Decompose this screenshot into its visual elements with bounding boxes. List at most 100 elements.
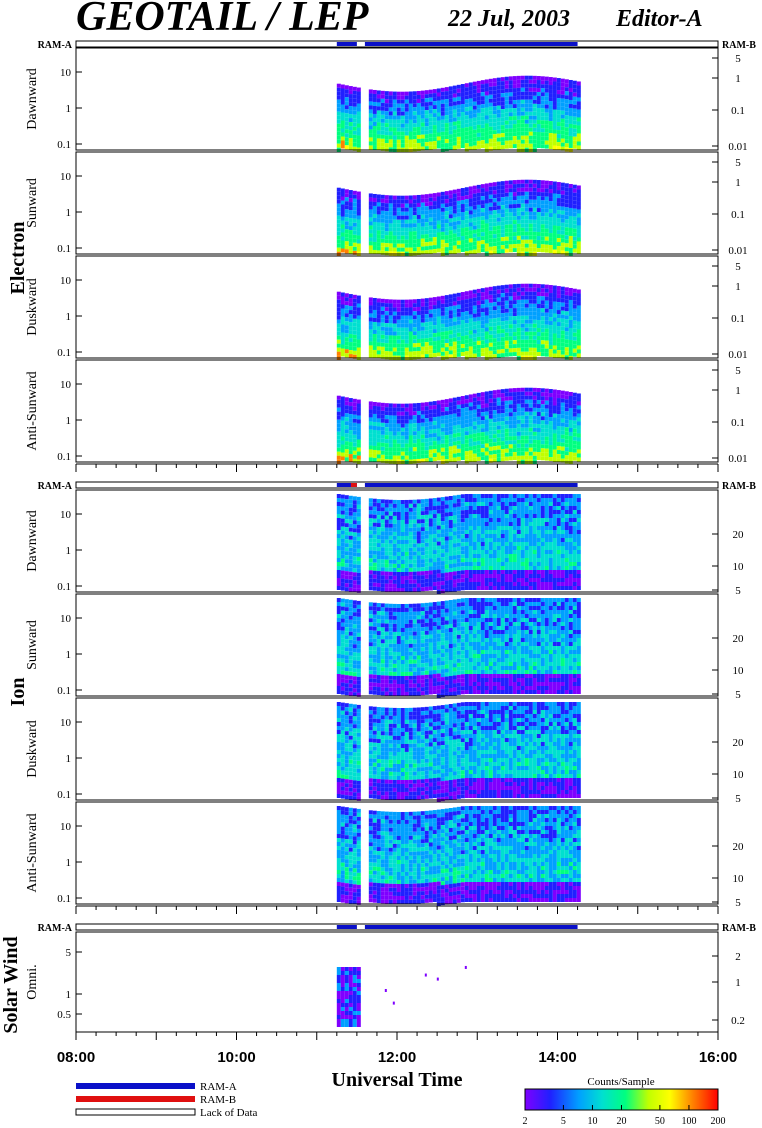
heatmap-cell [396, 439, 401, 444]
heatmap-cell [528, 195, 533, 200]
heatmap-cell [520, 419, 525, 424]
heatmap-cell [348, 326, 353, 331]
heatmap-cell [500, 309, 505, 314]
heatmap-cell [396, 203, 401, 208]
heatmap-cell [440, 521, 445, 526]
heatmap-cell [540, 300, 545, 305]
heatmap-cell [416, 575, 421, 580]
heatmap-cell [472, 213, 477, 218]
heatmap-cell [404, 111, 409, 116]
heatmap-cell [384, 239, 389, 244]
heatmap-cell [488, 186, 493, 191]
heatmap-cell [368, 125, 373, 130]
heatmap-cell [424, 506, 429, 511]
heatmap-cell [440, 589, 445, 594]
heatmap-cell [404, 207, 409, 212]
heatmap-cell [384, 99, 389, 104]
heatmap-cell [504, 300, 509, 305]
heatmap-cell [520, 315, 525, 320]
heatmap-cell [408, 215, 413, 220]
heatmap-cell [428, 297, 433, 302]
heatmap-cell [524, 299, 529, 304]
heatmap-cell [464, 223, 469, 228]
heatmap-cell [532, 111, 537, 116]
heatmap-cell [472, 437, 477, 442]
heatmap-cell [576, 217, 581, 222]
heatmap-cell [348, 422, 353, 427]
heatmap-cell [340, 538, 345, 543]
heatmap-cell [384, 311, 389, 316]
heatmap-cell [512, 352, 517, 357]
heatmap-cell [424, 534, 429, 539]
heatmap-cell [572, 400, 577, 405]
heatmap-cell [476, 136, 481, 141]
heatmap-cell [356, 103, 361, 108]
heatmap-cell [492, 550, 497, 554]
heatmap-cell [484, 91, 489, 96]
heatmap-cell [520, 79, 525, 84]
heatmap-cell [532, 443, 537, 448]
heatmap-cell [552, 341, 557, 346]
heatmap-cell [492, 390, 497, 395]
heatmap-cell [372, 457, 377, 462]
heatmap-cell [432, 333, 437, 338]
heatmap-cell [432, 109, 437, 114]
heatmap-cell [356, 191, 361, 196]
heatmap-cell [560, 422, 565, 427]
heatmap-cell [368, 530, 373, 535]
heatmap-cell [368, 305, 373, 310]
heatmap-cell [408, 431, 413, 436]
heatmap-cell [352, 528, 357, 533]
heatmap-cell [504, 340, 509, 345]
heatmap-cell [372, 502, 377, 507]
heatmap-cell [536, 452, 541, 457]
heatmap-cell [468, 330, 473, 335]
heatmap-cell [512, 188, 517, 193]
heatmap-cell [444, 516, 449, 521]
heatmap-cell [500, 125, 505, 130]
heatmap-cell [512, 96, 517, 101]
heatmap-cell [416, 202, 421, 207]
heatmap-cell [544, 116, 549, 121]
heatmap-cell [352, 314, 357, 319]
heatmap-cell [516, 115, 521, 120]
heatmap-cell [500, 337, 505, 342]
heatmap-cell [448, 446, 453, 451]
heatmap-cell [440, 509, 445, 514]
heatmap-cell [548, 221, 553, 226]
heatmap-cell [516, 79, 521, 84]
heatmap-cell [484, 307, 489, 312]
heatmap-cell [352, 398, 357, 403]
heatmap-cell [476, 444, 481, 449]
heatmap-cell [508, 192, 513, 197]
heatmap-cell [412, 331, 417, 336]
heatmap-cell [528, 107, 533, 112]
heatmap-cell [356, 219, 361, 224]
heatmap-cell [420, 434, 425, 439]
heatmap-cell [344, 117, 349, 122]
heatmap-cell [548, 133, 553, 138]
heatmap-cell [388, 123, 393, 128]
heatmap-cell [548, 93, 553, 98]
heatmap-cell [472, 209, 477, 214]
heatmap-cell [452, 499, 457, 504]
heatmap-cell [388, 511, 393, 516]
heatmap-cell [440, 431, 445, 436]
heatmap-cell [560, 134, 565, 139]
heatmap-cell [412, 431, 417, 436]
heatmap-cell [404, 243, 409, 248]
heatmap-cell [504, 316, 509, 321]
heatmap-cell [380, 410, 385, 415]
heatmap-cell [552, 85, 557, 90]
heatmap-cell [412, 419, 417, 424]
heatmap-cell [432, 201, 437, 206]
heatmap-cell [468, 426, 473, 431]
heatmap-cell [576, 429, 581, 434]
heatmap-cell [508, 204, 513, 209]
heatmap-cell [348, 531, 353, 536]
heatmap-cell [468, 414, 473, 419]
heatmap-cell [568, 451, 573, 456]
heatmap-cell [440, 203, 445, 208]
heatmap-cell [508, 408, 513, 413]
heatmap-cell [496, 285, 501, 290]
